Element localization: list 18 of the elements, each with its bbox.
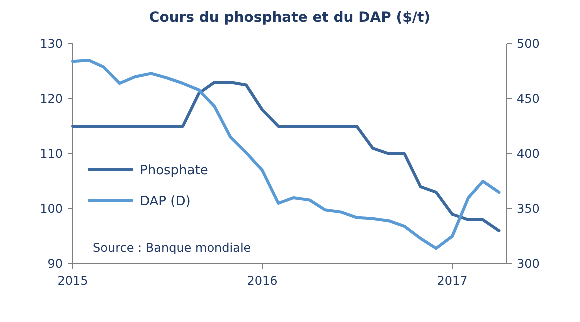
y2-tick-label: 350	[517, 202, 540, 216]
chart-title: Cours du phosphate et du DAP ($/t)	[149, 10, 431, 26]
legend-label: Phosphate	[140, 164, 208, 179]
legend-label: DAP (D)	[140, 194, 191, 210]
y2-tick-label: 400	[517, 147, 540, 162]
annotation: Source : Banque mondiale	[93, 241, 252, 256]
x-tick-label: 2015	[58, 274, 88, 288]
y-tick-label: 110	[40, 147, 63, 162]
y-tick-label: 130	[40, 37, 63, 52]
y-tick-label: 120	[40, 92, 63, 106]
x-tick-label: 2017	[437, 274, 468, 288]
y-tick-label: 90	[48, 257, 63, 272]
line-series	[72, 81, 501, 232]
y2-tick-label: 300	[517, 257, 540, 272]
y-tick-label: 100	[40, 202, 63, 216]
y2-tick-label: 500	[517, 37, 540, 52]
x-tick-label: 2016	[247, 274, 278, 288]
y2-tick-label: 450	[517, 92, 540, 106]
